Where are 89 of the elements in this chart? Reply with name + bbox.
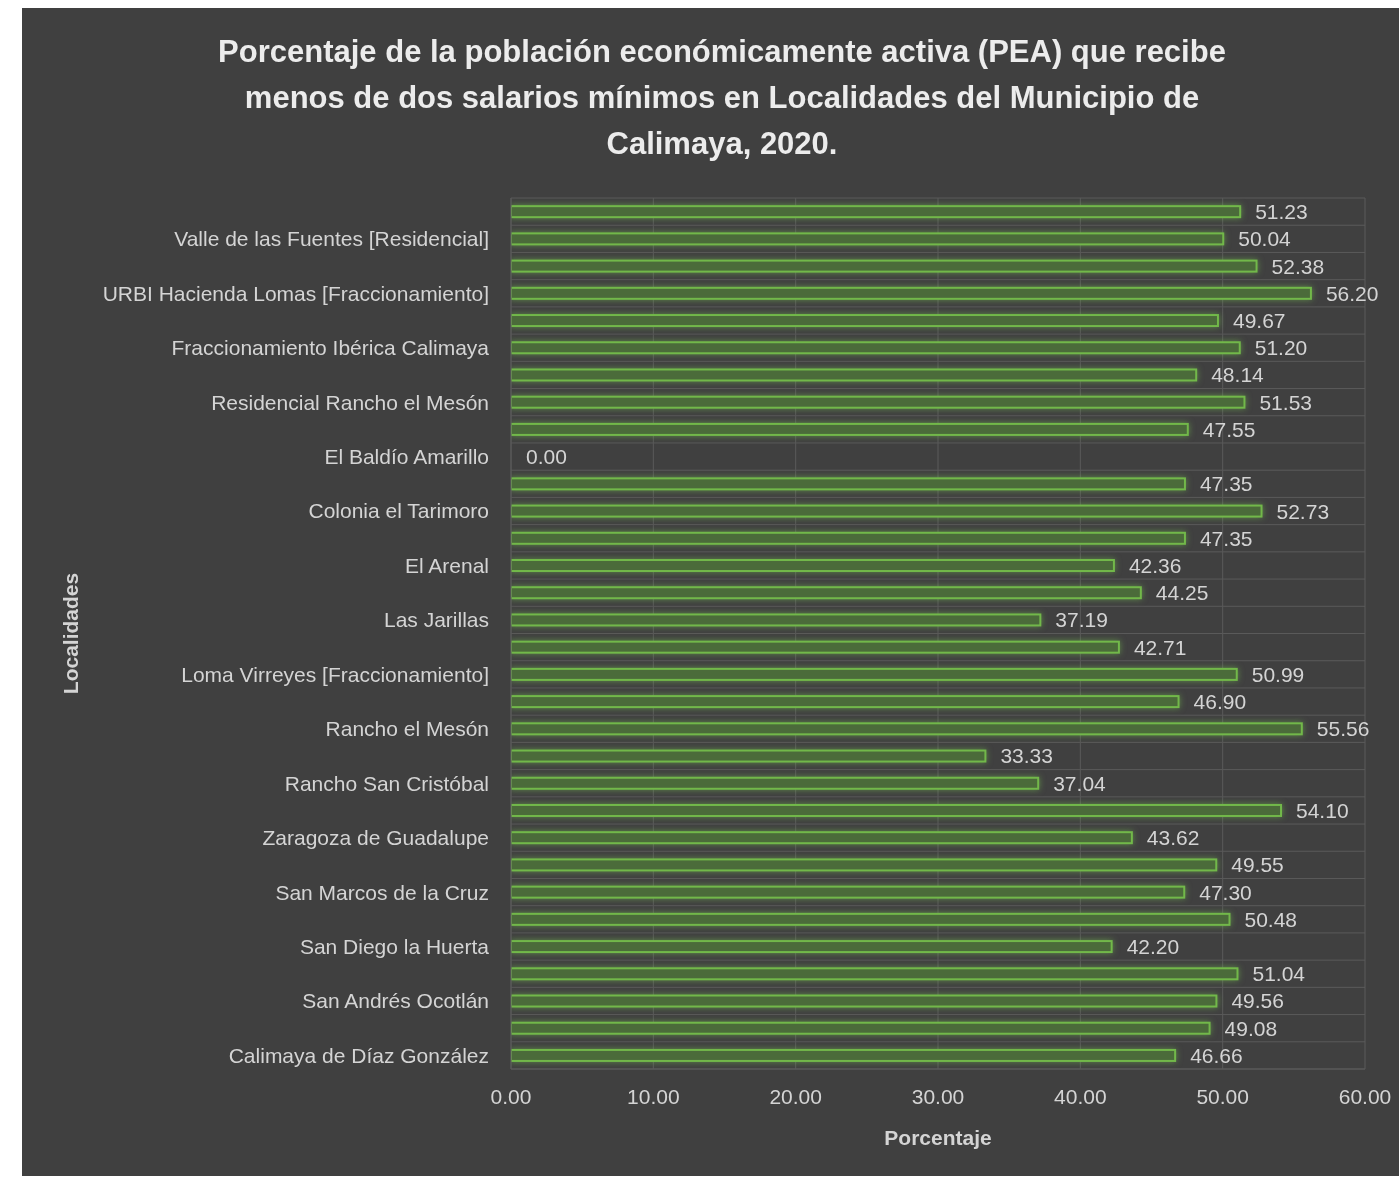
data-label: 0.00 (526, 445, 567, 469)
bar (511, 1021, 1211, 1035)
bar (511, 640, 1120, 654)
bar (511, 967, 1239, 981)
y-tick-label: Colonia el Tarimoro (308, 499, 489, 523)
bar (511, 504, 1263, 518)
y-tick-label: Calimaya de Díaz González (228, 1043, 489, 1067)
bar (511, 858, 1218, 872)
bar (511, 776, 1040, 790)
data-label: 51.04 (1252, 962, 1306, 986)
bar (511, 749, 987, 763)
data-label: 54.10 (1296, 798, 1349, 822)
bar (511, 232, 1225, 246)
bar (511, 531, 1186, 545)
bar (511, 368, 1198, 382)
data-label: 56.20 (1325, 281, 1379, 305)
data-label: 47.35 (1199, 472, 1253, 496)
data-label: 50.99 (1251, 662, 1305, 686)
bar (511, 667, 1238, 681)
data-label: 44.25 (1155, 581, 1209, 605)
data-label: 50.04 (1238, 227, 1292, 251)
y-tick-label: Rancho San Cristóbal (284, 771, 489, 795)
data-label: 49.56 (1231, 989, 1284, 1013)
bar (511, 395, 1246, 409)
x-tick-label: 50.00 (1196, 1084, 1249, 1108)
bar (511, 803, 1283, 817)
y-tick-label: Residencial Rancho el Mesón (211, 390, 489, 414)
data-label: 47.55 (1202, 417, 1256, 441)
data-label: 51.23 (1255, 200, 1308, 224)
y-tick-label: El Arenal (404, 553, 489, 577)
data-label: 43.62 (1146, 826, 1200, 850)
bar (511, 422, 1189, 436)
x-tick-label: 0.00 (490, 1084, 532, 1108)
data-label: 46.66 (1190, 1043, 1243, 1067)
data-label: 46.90 (1193, 690, 1247, 714)
data-label: 51.53 (1259, 390, 1313, 414)
bar (511, 831, 1133, 845)
data-label: 47.35 (1199, 526, 1253, 550)
data-label: 33.33 (1000, 744, 1053, 768)
bar (511, 994, 1218, 1008)
bar (511, 912, 1231, 926)
y-tick-label: San Diego la Huerta (299, 934, 490, 958)
x-tick-label: 20.00 (769, 1084, 822, 1108)
data-label: 48.14 (1211, 363, 1265, 387)
data-label: 42.36 (1128, 553, 1182, 577)
x-tick-label: 60.00 (1338, 1084, 1392, 1108)
bar (511, 286, 1312, 300)
data-label: 37.04 (1053, 771, 1107, 795)
y-tick-label: Loma Virreyes [Fraccionamiento] (181, 662, 489, 686)
data-label: 47.30 (1199, 880, 1252, 904)
y-tick-label: San Marcos de la Cruz (275, 880, 489, 904)
bar (511, 885, 1186, 899)
bar (511, 559, 1115, 573)
y-tick-label: Las Jarillas (383, 608, 489, 632)
data-label: 55.56 (1316, 717, 1370, 741)
x-tick-label: 10.00 (627, 1084, 680, 1108)
data-label: 49.08 (1224, 1016, 1278, 1040)
bar (511, 940, 1113, 954)
bar (511, 314, 1219, 328)
bar (511, 259, 1258, 273)
bar (511, 613, 1042, 627)
x-tick-label: 30.00 (911, 1084, 965, 1108)
data-label: 49.67 (1232, 309, 1286, 332)
y-tick-label: Rancho el Mesón (325, 717, 489, 741)
bar (511, 695, 1180, 709)
bar (511, 477, 1186, 491)
data-label: 42.20 (1126, 935, 1180, 959)
y-axis-title: Localidades (58, 572, 82, 695)
chart-title: Porcentaje de la población económicamente activa (PEA) que recibe menos de dos salarios mínimos en Localidades del Municipio de Calimaya, 2020. (217, 33, 1227, 163)
bar (511, 586, 1142, 600)
data-label: 51.20 (1254, 336, 1308, 360)
data-label: 37.19 (1055, 608, 1108, 632)
y-tick-label: Zaragoza de Guadalupe (262, 826, 489, 850)
y-tick-label: San Andrés Ocotlán (302, 989, 489, 1013)
y-tick-label: Fraccionamiento Ibérica Calimaya (171, 336, 490, 360)
data-label: 49.55 (1231, 853, 1284, 877)
bar (511, 722, 1303, 736)
x-tick-label: 40.00 (1054, 1084, 1107, 1108)
x-axis-title: Porcentaje (884, 1125, 992, 1149)
data-label: 50.48 (1244, 907, 1298, 931)
data-label: 52.73 (1276, 499, 1330, 523)
data-label: 52.38 (1271, 254, 1325, 278)
data-label: 42.71 (1133, 635, 1187, 659)
bar (511, 205, 1242, 219)
y-tick-label: El Baldío Amarillo (324, 445, 489, 469)
bar (511, 1048, 1177, 1062)
y-tick-label: Valle de las Fuentes [Residencial] (174, 227, 489, 251)
y-tick-label: URBI Hacienda Lomas [Fraccionamiento] (102, 281, 489, 305)
bar (511, 341, 1241, 355)
